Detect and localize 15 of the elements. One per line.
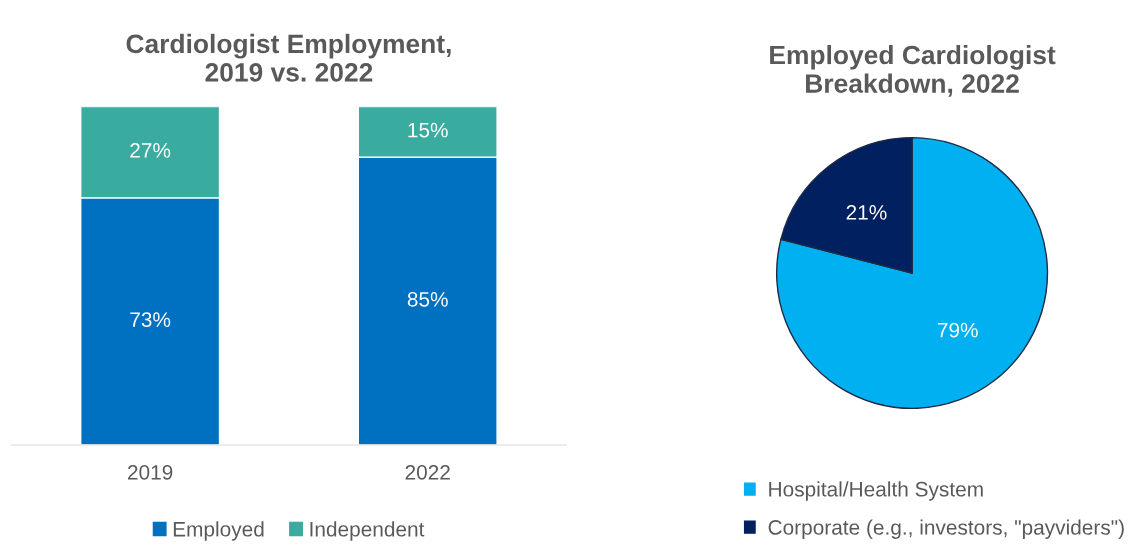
pie-slice: [775, 136, 1049, 410]
data-label: 27%: [130, 143, 171, 158]
legend-label: Independent: [310, 521, 425, 541]
data-label: 79%: [937, 322, 978, 338]
legend-label: Hospital/Health System: [769, 481, 983, 501]
data-label: 73%: [130, 312, 171, 328]
x-tick-label: 2019: [128, 464, 173, 480]
legend-label: Employed: [173, 521, 264, 541]
data-label: 15%: [408, 122, 448, 138]
data-label: 21%: [846, 204, 887, 220]
legend-label: Corporate (e.g., investors, "payviders"): [768, 519, 1124, 539]
data-label: 85%: [407, 291, 448, 307]
chart-title: Employed Cardiologist Breakdown, 2022: [770, 44, 1056, 97]
chart-title: Cardiologist Employment, 2019 vs. 2022: [126, 33, 451, 82]
x-tick-label: 2022: [405, 464, 450, 480]
